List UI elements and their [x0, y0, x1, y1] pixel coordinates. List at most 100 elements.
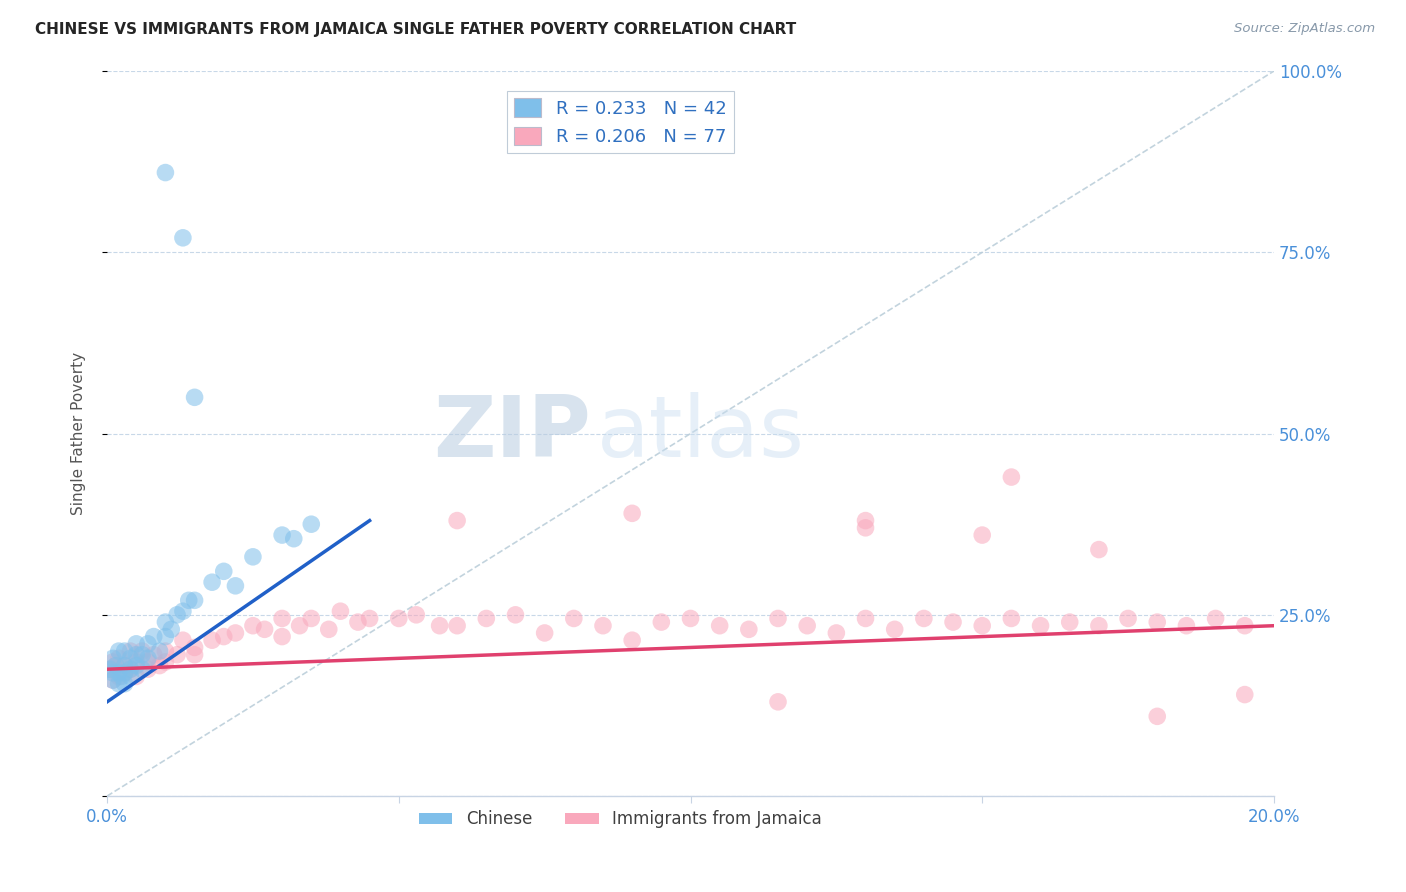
Point	[136, 655, 159, 669]
Point	[1059, 615, 1081, 629]
Point	[183, 593, 205, 607]
Point	[299, 517, 322, 532]
Point	[201, 575, 224, 590]
Point	[709, 618, 731, 632]
Point	[107, 644, 129, 658]
Point	[149, 644, 172, 658]
Point	[160, 623, 183, 637]
Point	[104, 658, 127, 673]
Point	[1233, 618, 1256, 632]
Point	[271, 528, 294, 542]
Point	[505, 607, 527, 622]
Point	[283, 532, 305, 546]
Point	[177, 593, 200, 607]
Point	[212, 630, 235, 644]
Point	[172, 604, 194, 618]
Point	[114, 665, 136, 680]
Point	[136, 651, 159, 665]
Legend: Chinese, Immigrants from Jamaica: Chinese, Immigrants from Jamaica	[412, 804, 828, 835]
Point	[98, 662, 121, 676]
Point	[101, 655, 124, 669]
Point	[201, 633, 224, 648]
Point	[1146, 615, 1168, 629]
Point	[107, 676, 129, 690]
Point	[224, 579, 246, 593]
Text: CHINESE VS IMMIGRANTS FROM JAMAICA SINGLE FATHER POVERTY CORRELATION CHART: CHINESE VS IMMIGRANTS FROM JAMAICA SINGL…	[35, 22, 796, 37]
Point	[111, 669, 134, 683]
Point	[166, 607, 188, 622]
Point	[224, 626, 246, 640]
Point	[679, 611, 702, 625]
Point	[104, 658, 127, 673]
Point	[172, 231, 194, 245]
Point	[120, 669, 142, 683]
Point	[650, 615, 672, 629]
Point	[796, 618, 818, 632]
Text: atlas: atlas	[598, 392, 806, 475]
Point	[149, 658, 172, 673]
Point	[125, 655, 148, 669]
Point	[114, 658, 136, 673]
Point	[155, 655, 177, 669]
Point	[101, 665, 124, 680]
Point	[155, 165, 177, 179]
Y-axis label: Single Father Poverty: Single Father Poverty	[72, 352, 86, 516]
Point	[766, 611, 789, 625]
Point	[114, 665, 136, 680]
Text: Source: ZipAtlas.com: Source: ZipAtlas.com	[1234, 22, 1375, 36]
Point	[883, 623, 905, 637]
Point	[912, 611, 935, 625]
Text: ZIP: ZIP	[433, 392, 592, 475]
Point	[183, 390, 205, 404]
Point	[271, 611, 294, 625]
Point	[1029, 618, 1052, 632]
Point	[142, 630, 165, 644]
Point	[592, 618, 614, 632]
Point	[120, 644, 142, 658]
Point	[120, 662, 142, 676]
Point	[155, 644, 177, 658]
Point	[388, 611, 411, 625]
Point	[136, 637, 159, 651]
Point	[101, 651, 124, 665]
Point	[318, 623, 340, 637]
Point	[155, 630, 177, 644]
Point	[1000, 611, 1022, 625]
Point	[142, 648, 165, 662]
Point	[183, 648, 205, 662]
Point	[120, 651, 142, 665]
Point	[1175, 618, 1198, 632]
Point	[107, 669, 129, 683]
Point	[855, 521, 877, 535]
Point	[621, 633, 644, 648]
Point	[621, 506, 644, 520]
Point	[288, 618, 311, 632]
Point	[125, 637, 148, 651]
Point	[131, 662, 153, 676]
Point	[825, 626, 848, 640]
Point	[125, 669, 148, 683]
Point	[166, 648, 188, 662]
Point	[855, 514, 877, 528]
Point	[212, 565, 235, 579]
Point	[120, 662, 142, 676]
Point	[1000, 470, 1022, 484]
Point	[136, 662, 159, 676]
Point	[107, 665, 129, 680]
Point	[475, 611, 498, 625]
Point	[253, 623, 276, 637]
Point	[172, 633, 194, 648]
Point	[942, 615, 965, 629]
Point	[101, 673, 124, 687]
Point	[271, 630, 294, 644]
Point	[114, 658, 136, 673]
Point	[131, 644, 153, 658]
Point	[1233, 688, 1256, 702]
Point	[1116, 611, 1139, 625]
Point	[1088, 618, 1111, 632]
Point	[1205, 611, 1227, 625]
Point	[738, 623, 761, 637]
Point	[972, 528, 994, 542]
Point	[766, 695, 789, 709]
Point	[98, 662, 121, 676]
